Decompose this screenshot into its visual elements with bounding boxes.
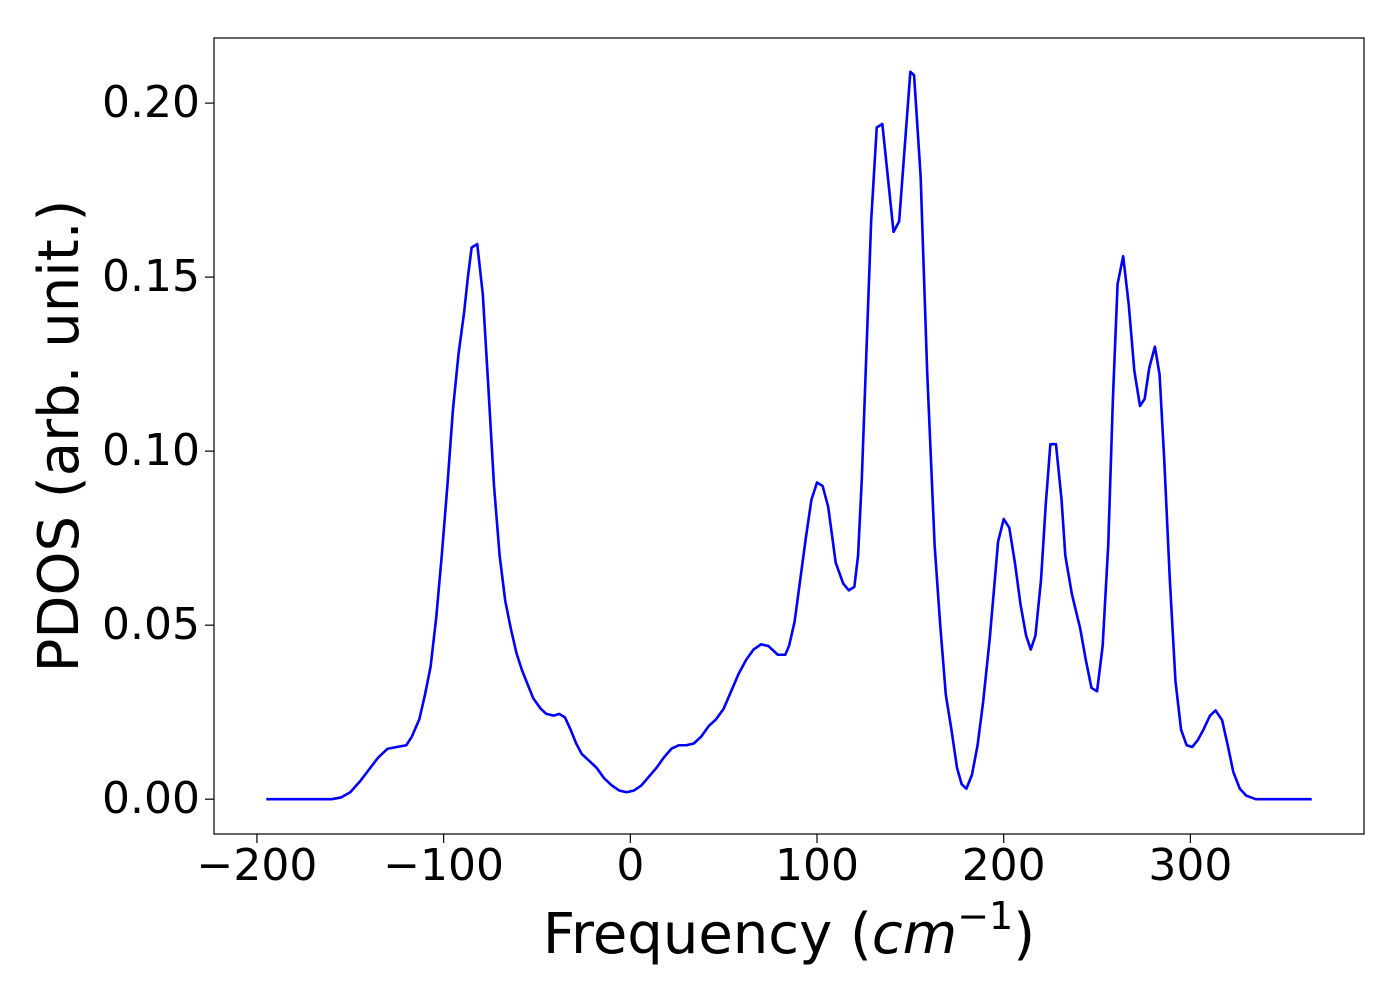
y-tick-label: 0.05 <box>102 599 200 650</box>
x-tick-label: 100 <box>775 840 859 891</box>
x-tick-label: 300 <box>1148 840 1232 891</box>
pdos-line <box>266 70 1312 801</box>
x-tick-label: −200 <box>197 840 318 891</box>
x-tick-label: −100 <box>383 840 504 891</box>
x-label-exponent: −1 <box>957 894 1013 938</box>
y-tick-label: 0.10 <box>102 425 200 476</box>
x-tick-label: 0 <box>616 840 644 891</box>
y-tick-label: 0.20 <box>102 77 200 128</box>
y-axis-label: PDOS (arb. unit.) <box>27 200 92 673</box>
x-label-close: ) <box>1013 902 1035 967</box>
plot-frame <box>213 37 1365 835</box>
y-tick-label: 0.15 <box>102 251 200 302</box>
x-axis-label: Frequency (cm−1) <box>543 894 1035 967</box>
x-label-unit: cm <box>872 902 957 967</box>
x-label-text: Frequency ( <box>543 902 872 967</box>
x-tick-label: 200 <box>962 840 1046 891</box>
y-tick-label: 0.00 <box>102 773 200 824</box>
